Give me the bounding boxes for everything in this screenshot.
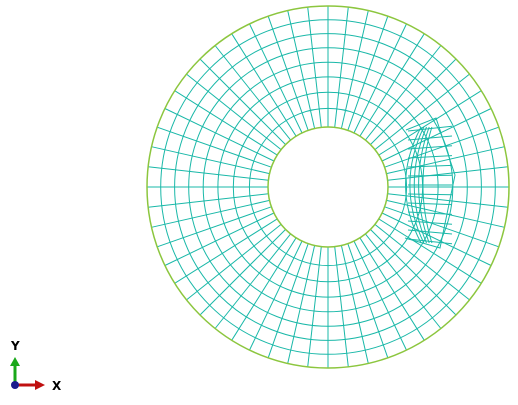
mesh-plot	[146, 5, 510, 369]
refined-spoke	[407, 229, 453, 235]
mesh-spoke	[267, 243, 309, 358]
inner-edge	[267, 126, 389, 248]
refined-spoke	[407, 164, 453, 168]
mesh-spoke	[353, 23, 407, 134]
mesh-spoke	[186, 224, 282, 301]
mesh-spoke	[199, 229, 286, 316]
mesh-spoke	[381, 212, 492, 266]
refined-spoke	[407, 202, 453, 206]
outer-edge	[146, 5, 510, 369]
y-axis-arrowhead	[10, 357, 20, 366]
mesh-spoke	[148, 193, 269, 208]
refined-spoke	[407, 155, 453, 159]
mesh-spoke	[370, 229, 457, 316]
mesh-spoke	[374, 73, 470, 150]
x-axis-label: X	[52, 379, 62, 393]
mesh-spoke	[151, 199, 270, 228]
mesh-spoke	[374, 224, 470, 301]
mesh-spoke	[267, 16, 309, 131]
mesh-spoke	[347, 16, 389, 131]
mesh-spoke	[287, 10, 316, 129]
mesh-spoke	[386, 146, 505, 175]
refined-spoke	[407, 135, 453, 141]
refined-spoke	[407, 125, 453, 132]
mesh-spoke	[186, 73, 282, 150]
y-axis-label: Y	[10, 339, 20, 353]
mesh-spoke	[307, 7, 322, 128]
mesh-spoke	[381, 108, 492, 162]
mesh-spoke	[387, 193, 508, 208]
mesh-spoke	[340, 245, 369, 364]
mesh-spoke	[378, 218, 482, 284]
mesh-spoke	[174, 218, 278, 284]
mesh-spoke	[340, 10, 369, 129]
mesh-spoke	[157, 126, 272, 168]
mesh-spoke	[249, 23, 303, 134]
refined-boundary	[404, 117, 456, 249]
mesh-spoke	[353, 240, 407, 351]
mesh-spoke	[174, 90, 278, 156]
refined-spoke	[407, 211, 453, 215]
refined-arc	[405, 126, 422, 244]
mesh-spoke	[365, 233, 442, 329]
mesh-spoke	[164, 212, 275, 266]
mesh-spoke	[378, 90, 482, 156]
mesh-spoke	[384, 126, 499, 168]
mesh-spoke	[249, 240, 303, 351]
mesh-spoke	[231, 33, 297, 137]
mesh-spoke	[148, 166, 269, 181]
mesh-spoke	[199, 58, 286, 145]
mesh-spoke	[287, 245, 316, 364]
refined-spoke	[407, 174, 453, 177]
mesh-spoke	[334, 246, 349, 367]
mesh-spoke	[384, 206, 499, 248]
mesh-spoke	[365, 45, 442, 141]
mesh-spoke	[214, 233, 291, 329]
origin-marker	[11, 381, 19, 389]
refined-spoke	[407, 193, 453, 196]
refined-spoke	[407, 238, 453, 245]
x-axis-arrowhead	[35, 380, 45, 390]
mesh-spoke	[151, 146, 270, 175]
mesh-spoke	[347, 243, 389, 358]
refined-spoke	[407, 145, 453, 150]
mesh-spoke	[359, 33, 425, 137]
mesh-spoke	[214, 45, 291, 141]
mesh-spoke	[387, 166, 508, 181]
mesh-spoke	[307, 246, 322, 367]
mesh-spoke	[334, 7, 349, 128]
view-triad: Y X	[10, 339, 62, 393]
mesh-spoke	[164, 108, 275, 162]
mesh-spoke	[231, 237, 297, 341]
mesh-spoke	[359, 237, 425, 341]
mesh-spoke	[157, 206, 272, 248]
mesh-spoke	[370, 58, 457, 145]
